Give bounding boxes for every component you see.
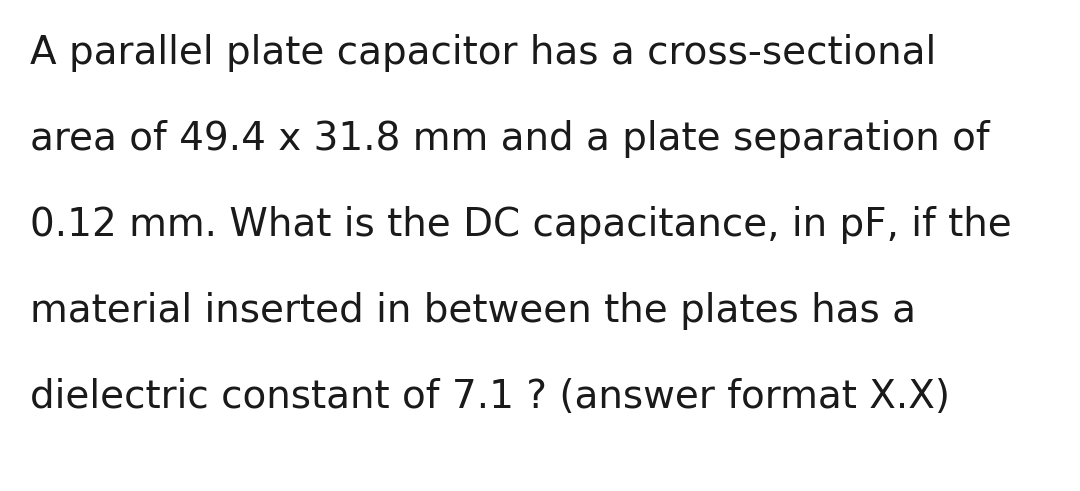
Text: A parallel plate capacitor has a cross-sectional: A parallel plate capacitor has a cross-s… xyxy=(30,34,936,72)
Text: material inserted in between the plates has a: material inserted in between the plates … xyxy=(30,292,916,330)
Text: area of 49.4 x 31.8 mm and a plate separation of: area of 49.4 x 31.8 mm and a plate separ… xyxy=(30,120,990,158)
Text: dielectric constant of 7.1 ? (answer format X.X): dielectric constant of 7.1 ? (answer for… xyxy=(30,378,950,416)
Text: 0.12 mm. What is the DC capacitance, in pF, if the: 0.12 mm. What is the DC capacitance, in … xyxy=(30,206,1012,244)
